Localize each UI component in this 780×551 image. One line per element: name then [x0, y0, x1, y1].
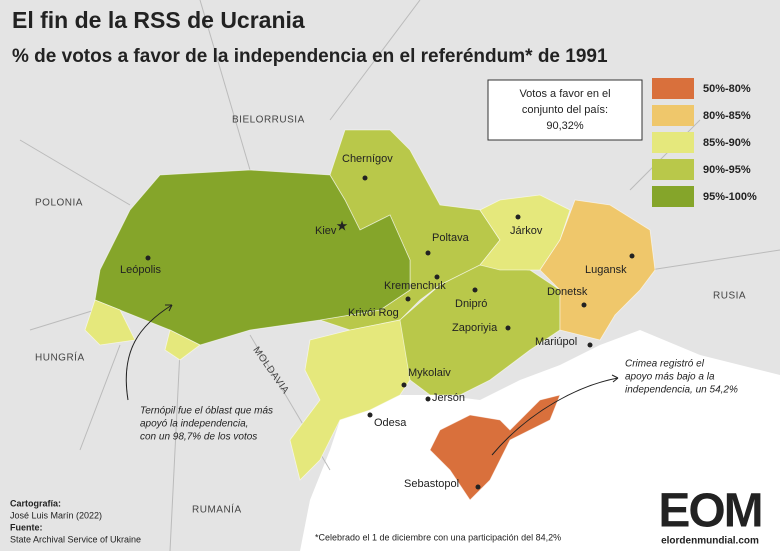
- logo-site: elordenmundial.com: [661, 536, 759, 547]
- city-label: Zaporiyia: [452, 322, 498, 334]
- region: [539, 199, 656, 341]
- footnote: *Celebrado el 1 de diciembre con una par…: [315, 532, 561, 542]
- annotations: Ternópil fue el óblast que más apoyó la …: [140, 359, 738, 443]
- city-label: Mariúpol: [535, 336, 577, 348]
- annotation-line: independencia, un 54,2%: [625, 385, 738, 396]
- box-frame: [487, 79, 643, 141]
- region: [164, 329, 201, 361]
- annotation-line: Crimea registró el: [625, 359, 705, 370]
- city-dot: [367, 412, 373, 418]
- sea: [300, 330, 780, 551]
- city-label: Leópolis: [120, 264, 161, 276]
- region: [289, 319, 411, 481]
- annotation-line: con un 98,7% de los votos: [140, 432, 257, 443]
- city-dot: [587, 342, 593, 348]
- legend: 50%-80% 80%-85% 85%-90% 90%-95% 95%-100%: [652, 78, 757, 207]
- annotation-arrows: [125, 304, 619, 456]
- city-dot: [401, 382, 407, 388]
- credit-label: Fuente:: [10, 522, 43, 532]
- legend-swatch: [652, 105, 694, 126]
- legend-label: 50%-80%: [703, 83, 751, 95]
- box-text: conjunto del país:: [522, 104, 608, 116]
- city-label: Donetsk: [547, 286, 588, 298]
- city-dot: [405, 296, 411, 302]
- city-label: Jersón: [432, 392, 465, 404]
- city-dot: [425, 396, 431, 402]
- city-label: Chernígov: [342, 153, 393, 165]
- city-dot: [475, 484, 481, 490]
- city-label: Krivói Rog: [348, 307, 399, 319]
- country-label: RUMANÍA: [192, 503, 242, 516]
- city-label: Kiev: [315, 225, 337, 237]
- city-label: Mykolaiv: [408, 367, 451, 379]
- city-dot: [362, 175, 368, 181]
- cities: Chernígov ★Kiev Leópolis Poltava Járkov …: [120, 153, 635, 490]
- city-label: Lugansk: [585, 264, 627, 276]
- summary-box: Votos a favor en el conjunto del país: 9…: [487, 79, 643, 141]
- city-label: Odesa: [374, 417, 407, 429]
- legend-label: 95%-100%: [703, 191, 757, 203]
- country-label: RUSIA: [713, 291, 746, 302]
- city-label: Poltava: [432, 232, 470, 244]
- credit-text: State Archival Service of Ukraine: [10, 534, 141, 544]
- legend-swatch: [652, 132, 694, 153]
- subtitle: % de votos a favor de la independencia e…: [12, 46, 608, 67]
- legend-swatch: [652, 159, 694, 180]
- capital-star: ★: [336, 218, 349, 234]
- country-label: HUNGRÍA: [35, 351, 85, 364]
- city-label: Dnipró: [455, 298, 487, 310]
- legend-swatch: [652, 78, 694, 99]
- city-label: Kremenchuk: [384, 280, 446, 292]
- legend-label: 90%-95%: [703, 164, 751, 176]
- country-label: BIELORRUSIA: [232, 115, 305, 126]
- city-dot: [629, 253, 635, 259]
- city-dot: [145, 255, 151, 261]
- credits: Cartografía: José Luis Marín (2022) Fuen…: [10, 498, 141, 544]
- city-label: Járkov: [510, 225, 543, 237]
- box-text: Votos a favor en el: [519, 88, 610, 100]
- region: [84, 299, 136, 346]
- city-label: Sebastopol: [404, 478, 459, 490]
- city-dot: [515, 214, 521, 220]
- city-dot: [434, 274, 440, 280]
- region: [94, 169, 411, 346]
- logo: EOM elordenmundial.com: [658, 485, 763, 547]
- box-text: 90,32%: [546, 120, 584, 132]
- city-dot: [425, 250, 431, 256]
- city-dot: [472, 287, 478, 293]
- legend-swatch: [652, 186, 694, 207]
- country-label: POLONIA: [35, 198, 83, 209]
- annotation-line: apoyo más bajo a la: [625, 372, 715, 383]
- title: El fin de la RSS de Ucrania: [12, 7, 305, 33]
- city-dot: [581, 302, 587, 308]
- annotation-line: Ternópil fue el óblast que más: [140, 406, 273, 417]
- annotation-line: apoyó la independencia,: [140, 419, 248, 430]
- legend-label: 85%-90%: [703, 137, 751, 149]
- legend-label: 80%-85%: [703, 110, 751, 122]
- credit-text: José Luis Marín (2022): [10, 510, 102, 520]
- credit-label: Cartografía:: [10, 498, 61, 508]
- borders: [19, 0, 780, 551]
- logo-mark: EOM: [658, 485, 761, 538]
- city-dot: [505, 325, 511, 331]
